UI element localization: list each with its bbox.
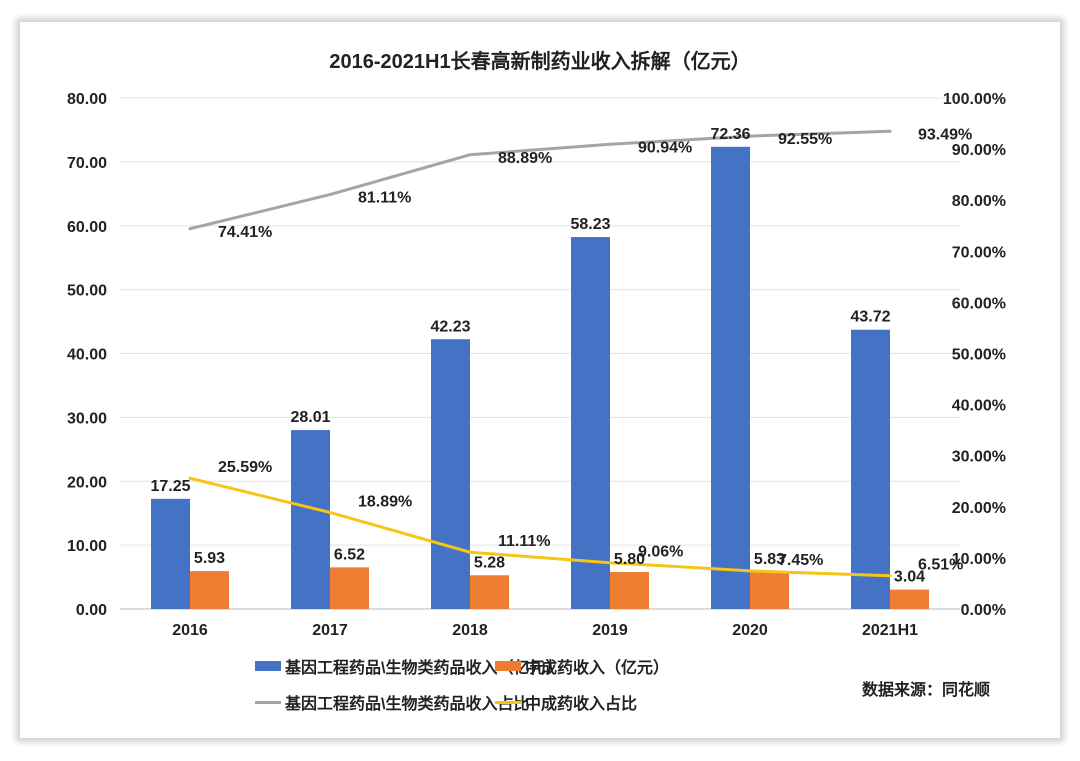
line-point <box>748 134 752 138</box>
bar-data-label: 5.28 <box>474 554 505 571</box>
line-data-label: 25.59% <box>218 459 272 476</box>
legend-swatch <box>255 700 281 704</box>
y-right-tick-label: 40.00% <box>952 398 1006 415</box>
legend-swatch <box>255 661 281 671</box>
line-data-label: 74.41% <box>218 224 272 241</box>
bar-bio-revenue <box>431 339 470 609</box>
x-tick-label: 2016 <box>172 622 208 639</box>
line-point <box>748 569 752 573</box>
source-note: 数据来源：同花顺 <box>862 682 991 699</box>
line-point <box>188 476 192 480</box>
y-right-tick-label: 20.00% <box>952 500 1006 517</box>
y-left-tick-label: 80.00 <box>67 91 107 108</box>
x-tick-label: 2019 <box>592 622 628 639</box>
legend-item-bio-share: 基因工程药品\生物类药品收入占比 <box>255 690 529 714</box>
bar-bio-revenue <box>851 329 890 609</box>
y-right-tick-label: 70.00% <box>952 244 1006 261</box>
bar-data-label: 72.36 <box>710 126 750 143</box>
bar-tcm-revenue <box>890 589 929 609</box>
line-point <box>328 510 332 514</box>
legend-label: 中成药收入占比 <box>525 696 638 713</box>
bar-data-label: 58.23 <box>570 216 610 233</box>
legend-swatch <box>495 700 521 704</box>
line-point <box>468 153 472 157</box>
y-right-tick-label: 100.00% <box>943 91 1006 108</box>
x-tick-label: 2020 <box>732 622 768 639</box>
legend-swatch <box>495 661 521 671</box>
line-point <box>468 550 472 554</box>
bar-data-label: 28.01 <box>290 409 330 426</box>
bar-data-label: 42.23 <box>430 318 470 335</box>
legend-label: 基因工程药品\生物类药品收入占比 <box>285 696 530 713</box>
line-tcm-share <box>189 476 891 578</box>
line-data-label: 92.55% <box>778 131 832 148</box>
legend-label: 基因工程药品\生物类药品收入（亿元） <box>285 660 562 677</box>
bar-tcm-revenue <box>750 571 789 609</box>
bar-tcm-revenue <box>330 567 369 609</box>
y-left-tick-label: 20.00 <box>67 474 107 491</box>
line-point <box>328 193 332 197</box>
bar-tcm-revenue <box>470 575 509 609</box>
bar-data-label: 3.04 <box>894 569 925 586</box>
line-data-label: 18.89% <box>358 493 412 510</box>
y-left-tick-label: 70.00 <box>67 155 107 172</box>
x-tick-label: 2021H1 <box>862 622 918 639</box>
y-left-tick-label: 0.00 <box>76 602 107 619</box>
line-data-label: 6.51% <box>918 557 963 574</box>
legend-label: 中成药收入（亿元） <box>525 660 670 677</box>
line-data-label: 88.89% <box>498 150 552 167</box>
bar-bio-revenue <box>571 237 610 609</box>
bar-data-label: 43.72 <box>850 309 890 326</box>
legend-item-bio-revenue: 基因工程药品\生物类药品收入（亿元） <box>255 654 561 678</box>
y-left-tick-label: 40.00 <box>67 347 107 364</box>
bar-tcm-revenue <box>610 571 649 609</box>
legend-item-tcm-revenue: 中成药收入（亿元） <box>495 654 669 678</box>
line-data-label: 7.45% <box>778 552 823 569</box>
y-right-tick-label: 60.00% <box>952 295 1006 312</box>
line-data-label: 93.49% <box>918 126 972 143</box>
x-tick-label: 2017 <box>312 622 348 639</box>
x-tick-label: 2018 <box>452 622 488 639</box>
y-left-tick-label: 60.00 <box>67 219 107 236</box>
line-point <box>888 574 892 578</box>
bar-bio-revenue <box>151 498 190 609</box>
line-bio-share <box>189 129 891 231</box>
y-right-tick-label: 50.00% <box>952 347 1006 364</box>
bar-data-label: 5.93 <box>194 550 225 567</box>
chart-title: 2016-2021H1长春高新制药业收入拆解（亿元） <box>329 49 750 73</box>
bar-tcm-revenue <box>190 571 229 609</box>
y-right-tick-label: 90.00% <box>952 142 1006 159</box>
y-left-tick-label: 30.00 <box>67 410 107 427</box>
line-data-label: 81.11% <box>358 190 411 207</box>
bar-data-label: 6.52 <box>334 546 365 563</box>
y-right-tick-label: 10.00% <box>952 551 1006 568</box>
y-right-tick-label: 30.00% <box>952 449 1006 466</box>
bar-bio-revenue <box>291 430 330 609</box>
line-point <box>188 227 192 231</box>
bar-data-label: 5.83 <box>754 551 785 568</box>
line-point <box>888 129 892 133</box>
line-data-label: 11.11% <box>498 533 551 550</box>
legend-item-tcm-share: 中成药收入占比 <box>495 690 637 714</box>
y-left-tick-label: 10.00 <box>67 538 107 555</box>
bar-data-label: 17.25 <box>150 478 190 495</box>
y-right-tick-label: 80.00% <box>952 193 1006 210</box>
bar-bio-revenue <box>711 146 750 609</box>
y-left-tick-label: 50.00 <box>67 283 107 300</box>
line-data-label: 9.06% <box>638 544 683 561</box>
line-point <box>608 142 612 146</box>
bar-data-label: 5.80 <box>614 551 645 568</box>
line-point <box>608 561 612 565</box>
line-data-label: 90.94% <box>638 139 692 156</box>
y-right-tick-label: 0.00% <box>961 602 1006 619</box>
